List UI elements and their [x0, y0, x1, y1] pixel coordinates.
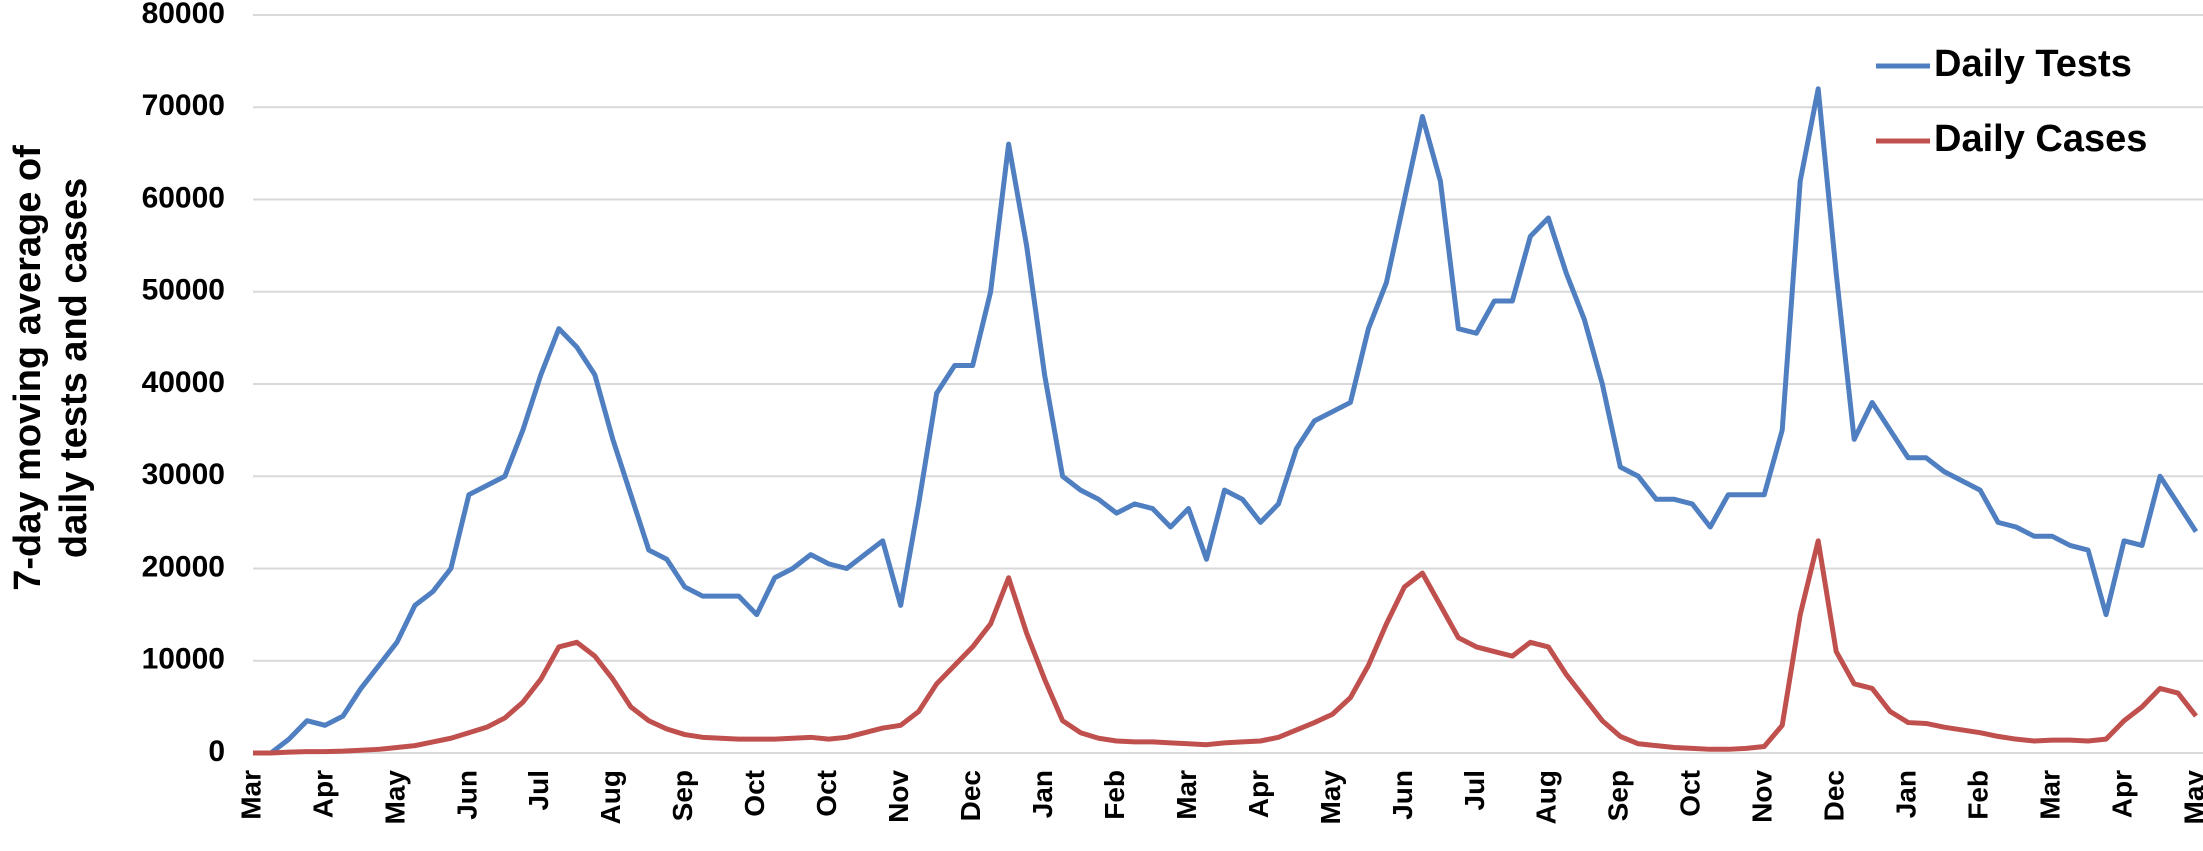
x-tick-label: Jun	[451, 770, 482, 820]
x-tick-label: Mar	[1171, 770, 1202, 820]
x-tick-label: May	[1315, 770, 1346, 825]
x-tick-label: Oct	[1675, 770, 1706, 817]
x-tick-label: May	[2178, 770, 2203, 825]
x-tick-label: Aug	[595, 770, 626, 824]
x-tick-label: Jul	[1459, 770, 1490, 810]
y-tick-label: 60000	[142, 181, 225, 214]
y-tick-label: 50000	[142, 274, 225, 307]
x-tick-label: Oct	[811, 770, 842, 817]
x-tick-label: Dec	[1819, 770, 1850, 821]
y-axis-label: daily tests and cases	[53, 178, 95, 558]
x-tick-label: Sep	[667, 770, 698, 821]
y-tick-label: 30000	[142, 458, 225, 491]
x-tick-label: Apr	[2106, 770, 2137, 818]
legend-label: Daily Tests	[1934, 43, 2132, 85]
x-tick-label: Apr	[307, 770, 338, 818]
x-tick-label: Apr	[1243, 770, 1274, 818]
x-tick-label: Aug	[1531, 770, 1562, 824]
x-tick-label: Jul	[523, 770, 554, 810]
x-tick-label: Nov	[883, 770, 914, 823]
x-tick-label: Jan	[1891, 770, 1922, 818]
x-tick-label: Sep	[1603, 770, 1634, 821]
x-tick-label: Mar	[235, 770, 266, 820]
y-tick-label: 70000	[142, 89, 225, 122]
legend-label: Daily Cases	[1934, 118, 2147, 160]
x-tick-label: Jun	[1387, 770, 1418, 820]
x-tick-label: Feb	[1963, 770, 1994, 820]
y-axis-label: 7-day moving average of	[7, 145, 49, 591]
x-tick-label: Mar	[2034, 770, 2065, 820]
series-line	[253, 538, 2198, 756]
x-tick-label: Jan	[1027, 770, 1058, 818]
y-tick-label: 0	[208, 735, 225, 768]
x-tick-label: Dec	[955, 770, 986, 821]
x-tick-label: May	[379, 770, 410, 825]
x-tick-label: Oct	[739, 770, 770, 817]
series-line	[253, 86, 2199, 756]
x-tick-label: Nov	[1747, 770, 1778, 823]
y-tick-label: 20000	[142, 550, 225, 583]
x-tick-label: Feb	[1099, 770, 1130, 820]
y-tick-label: 80000	[142, 0, 225, 30]
y-tick-label: 40000	[142, 366, 225, 399]
y-tick-label: 10000	[142, 643, 225, 676]
